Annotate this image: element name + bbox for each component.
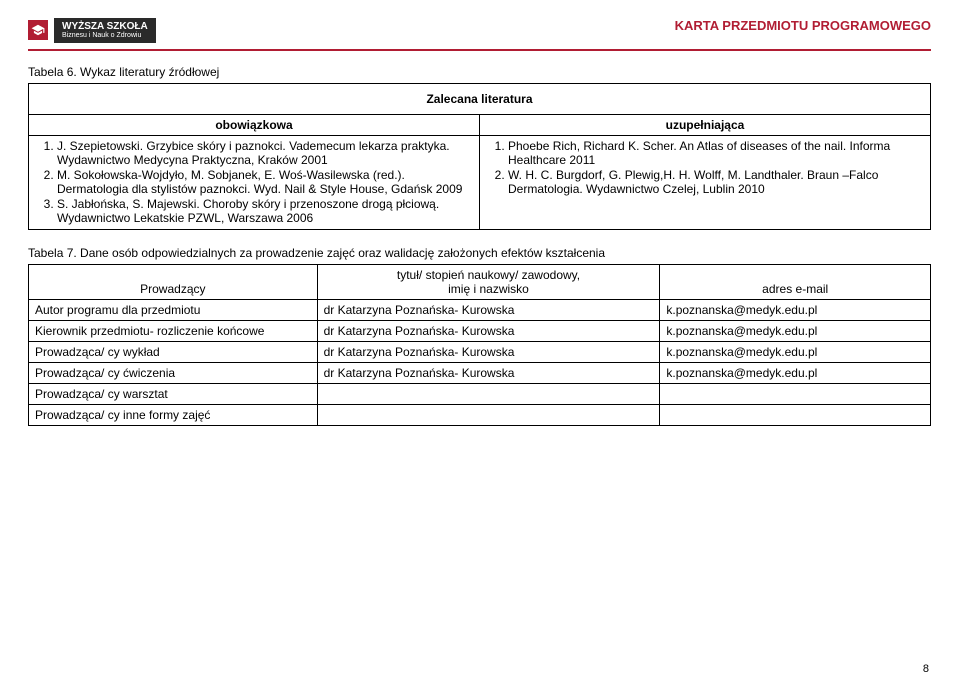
cell-role: Autor programu dla przedmiotu [29, 299, 318, 320]
cell-mail: k.poznanska@medyk.edu.pl [660, 362, 931, 383]
table6-caption: Tabela 6. Wykaz literatury źródłowej [28, 65, 931, 79]
table7-header-name: tytuł/ stopień naukowy/ zawodowy, imię i… [317, 264, 660, 299]
table6-title: Zalecana literatura [29, 83, 931, 114]
cell-name: dr Katarzyna Poznańska- Kurowska [317, 299, 660, 320]
cell-role: Prowadząca/ cy wykład [29, 341, 318, 362]
logo-text: WYŻSZA SZKOŁA Biznesu i Nauk o Zdrowiu [54, 18, 156, 43]
page-number: 8 [923, 663, 929, 675]
list-item: W. H. C. Burgdorf, G. Plewig,H. H. Wolff… [508, 168, 924, 196]
table6-col2-header: uzupełniająca [480, 114, 931, 135]
graduation-cap-icon [28, 20, 48, 40]
table-row: Autor programu dla przedmiotu dr Katarzy… [29, 299, 931, 320]
table-row: Prowadząca/ cy warsztat [29, 383, 931, 404]
list-item: Phoebe Rich, Richard K. Scher. An Atlas … [508, 139, 924, 167]
cell-role: Prowadząca/ cy ćwiczenia [29, 362, 318, 383]
list-item: J. Szepietowski. Grzybice skóry i paznok… [57, 139, 473, 167]
cell-name: dr Katarzyna Poznańska- Kurowska [317, 320, 660, 341]
cell-mail: k.poznanska@medyk.edu.pl [660, 299, 931, 320]
table6-literature: Zalecana literatura obowiązkowa uzupełni… [28, 83, 931, 230]
cell-mail [660, 383, 931, 404]
cell-name [317, 383, 660, 404]
cell-role: Kierownik przedmiotu- rozliczenie końcow… [29, 320, 318, 341]
table-row: Prowadząca/ cy wykład dr Katarzyna Pozna… [29, 341, 931, 362]
table-row: Prowadząca/ cy ćwiczenia dr Katarzyna Po… [29, 362, 931, 383]
cell-role: Prowadząca/ cy inne formy zajęć [29, 404, 318, 425]
table-row: Prowadząca/ cy inne formy zajęć [29, 404, 931, 425]
header-divider [28, 49, 931, 51]
cell-mail: k.poznanska@medyk.edu.pl [660, 320, 931, 341]
cell-role: Prowadząca/ cy warsztat [29, 383, 318, 404]
table6-col1-header: obowiązkowa [29, 114, 480, 135]
table6-mandatory-cell: J. Szepietowski. Grzybice skóry i paznok… [29, 135, 480, 229]
logo-line1: WYŻSZA SZKOŁA [62, 21, 148, 32]
cell-name [317, 404, 660, 425]
table7-people: Prowadzący tytuł/ stopień naukowy/ zawod… [28, 264, 931, 426]
table7-header-role: Prowadzący [29, 264, 318, 299]
cell-name: dr Katarzyna Poznańska- Kurowska [317, 341, 660, 362]
table7-caption: Tabela 7. Dane osób odpowiedzialnych za … [28, 246, 931, 260]
cell-mail [660, 404, 931, 425]
cell-name: dr Katarzyna Poznańska- Kurowska [317, 362, 660, 383]
list-item: S. Jabłońska, S. Majewski. Choroby skóry… [57, 197, 473, 225]
table6-supplementary-cell: Phoebe Rich, Richard K. Scher. An Atlas … [480, 135, 931, 229]
table-row: Kierownik przedmiotu- rozliczenie końcow… [29, 320, 931, 341]
page-header-title: KARTA PRZEDMIOTU PROGRAMOWEGO [675, 18, 931, 33]
table7-header-mail: adres e-mail [660, 264, 931, 299]
list-item: M. Sokołowska-Wojdyło, M. Sobjanek, E. W… [57, 168, 473, 196]
logo-line2: Biznesu i Nauk o Zdrowiu [62, 32, 148, 40]
cell-mail: k.poznanska@medyk.edu.pl [660, 341, 931, 362]
